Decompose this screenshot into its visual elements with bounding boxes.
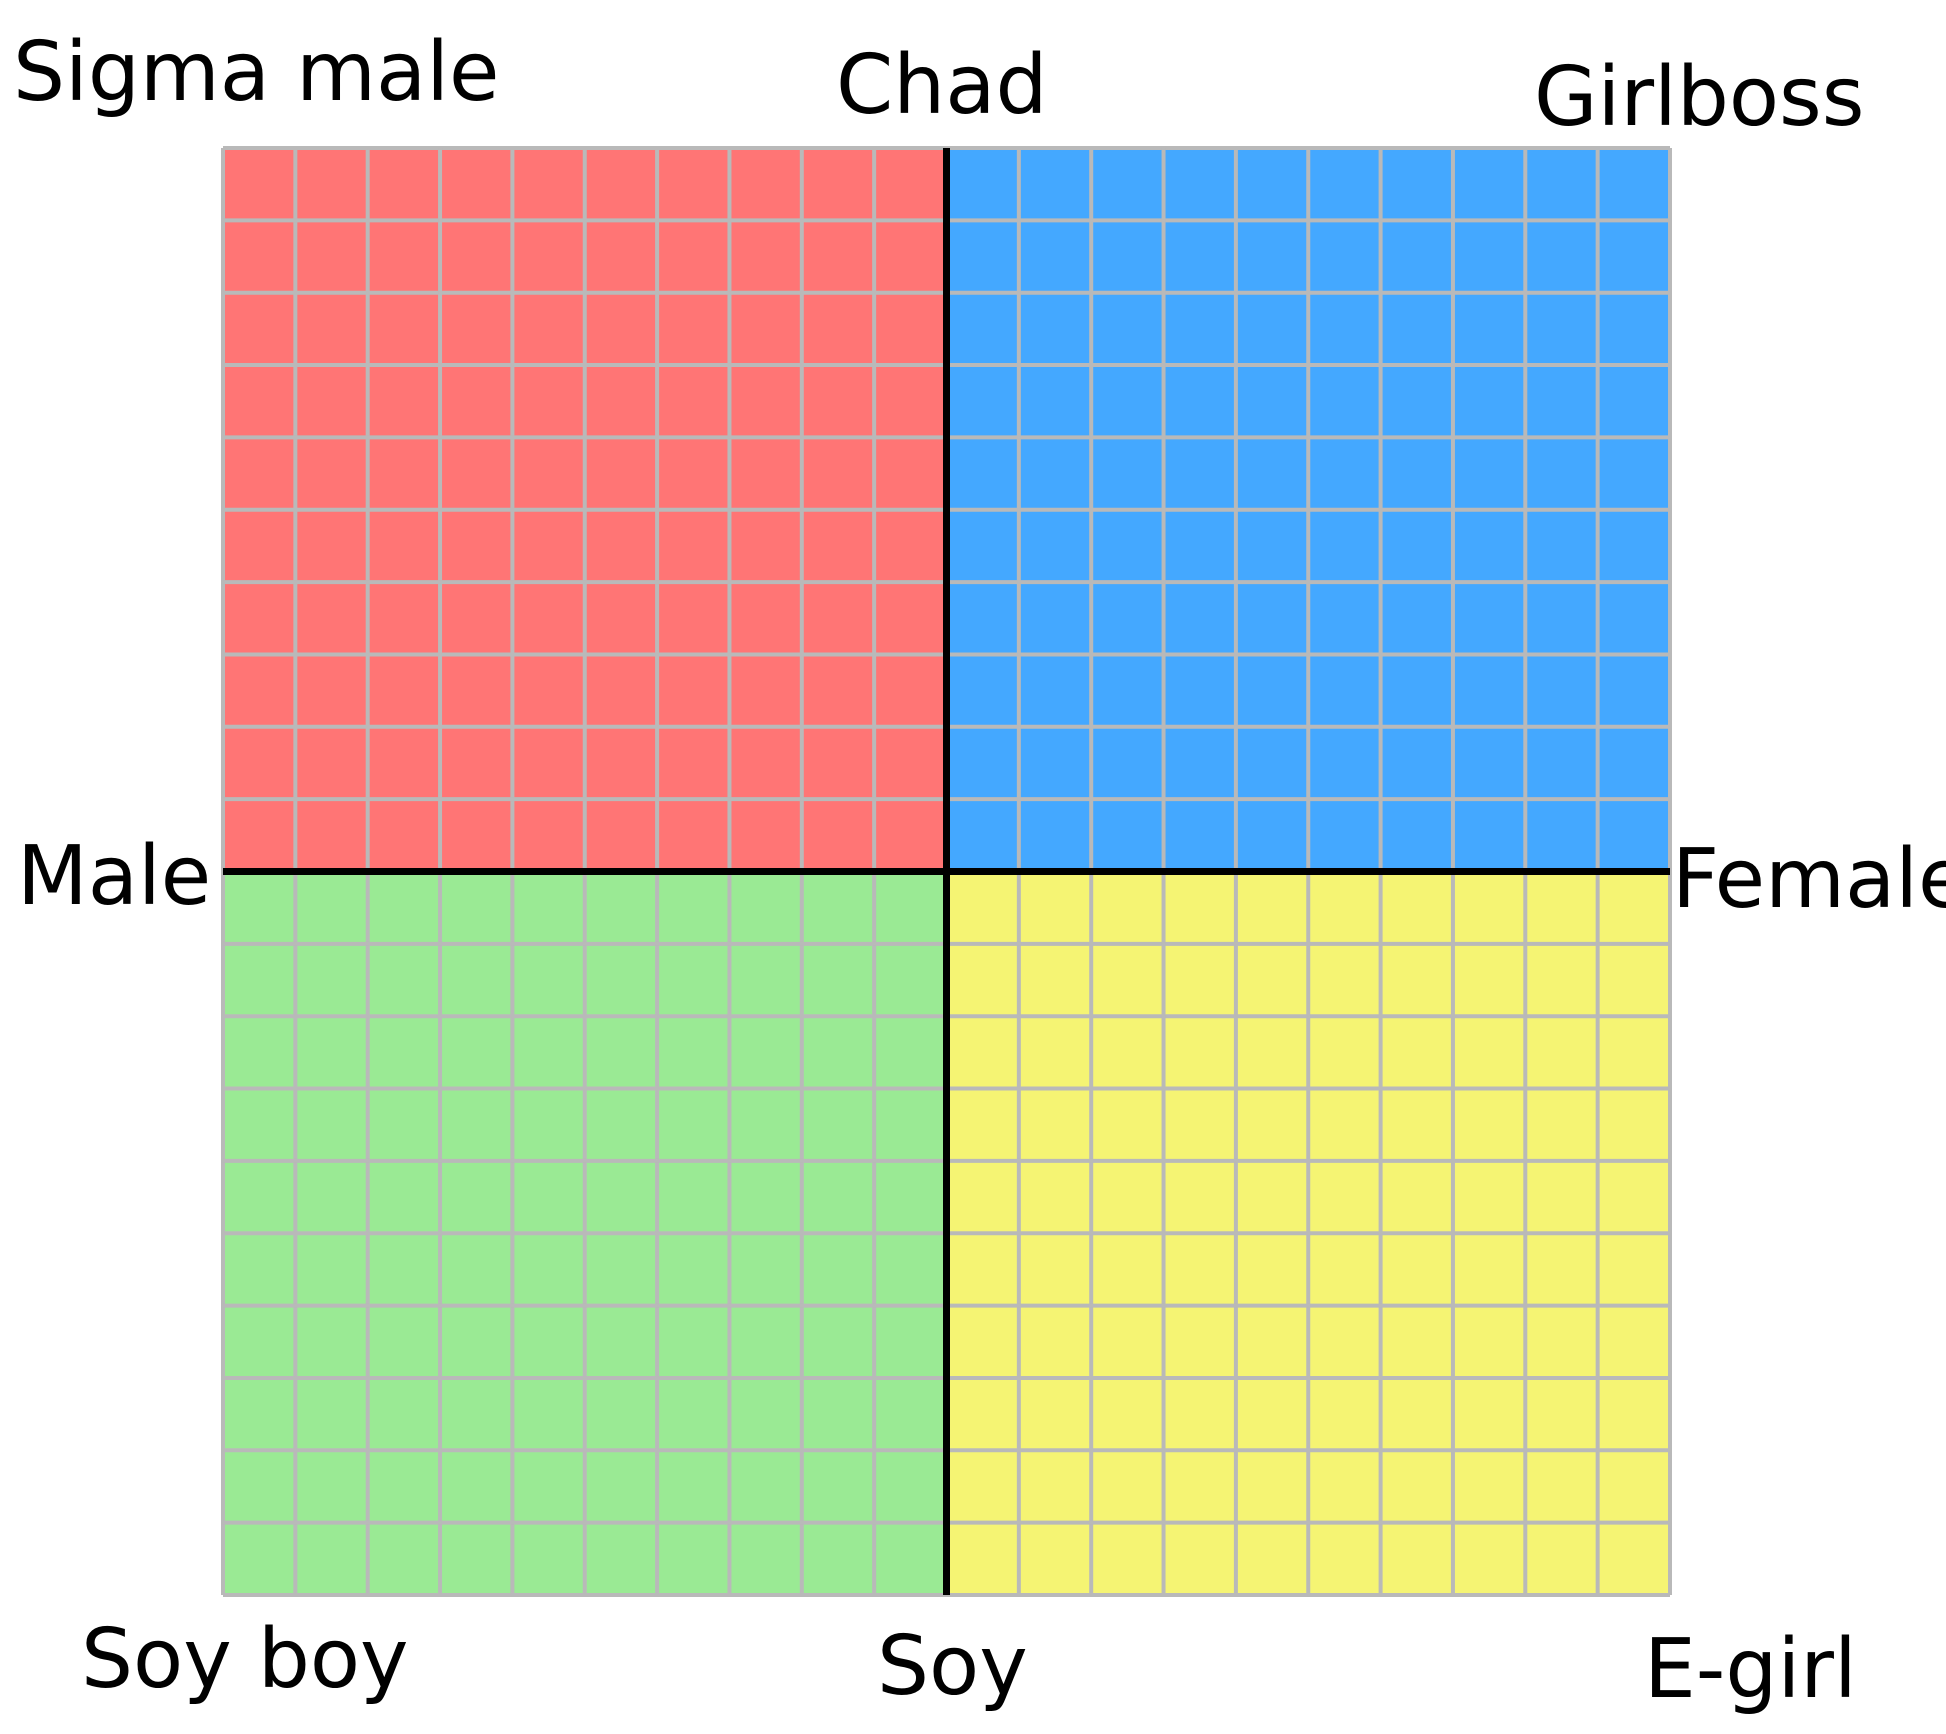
label-female: Female — [1672, 832, 1946, 927]
label-male: Male — [17, 829, 212, 924]
axes — [223, 148, 1670, 1595]
label-girlboss: Girlboss — [1534, 50, 1865, 145]
label-soy-boy: Soy boy — [81, 1612, 409, 1707]
label-sigma-male: Sigma male — [13, 25, 500, 120]
label-chad: Chad — [836, 38, 1048, 133]
label-e-girl: E-girl — [1644, 1622, 1857, 1717]
label-soy: Soy — [877, 1619, 1028, 1714]
